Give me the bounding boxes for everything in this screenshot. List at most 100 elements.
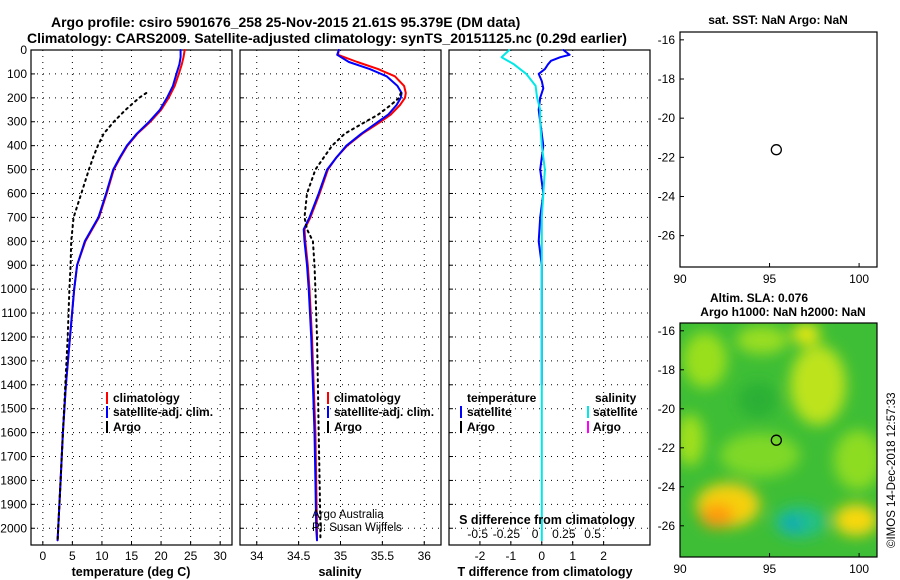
salinity-difference-tick-label: 0 bbox=[532, 527, 539, 541]
temperature-xlabel: temperature (deg C) bbox=[72, 565, 191, 579]
title-line-1: Argo profile: csiro 5901676_258 25-Nov-2… bbox=[51, 14, 520, 30]
difference-tick-label: -1 bbox=[506, 549, 517, 563]
difference-tick-label: 1 bbox=[569, 549, 576, 563]
salinity-difference-tick-label: 0.5 bbox=[584, 527, 601, 541]
note-pi: PI: Susan Wijffels bbox=[312, 522, 402, 534]
salinity-difference-tick-label: -0.5 bbox=[467, 527, 488, 541]
longitude-tick-label: 90 bbox=[673, 562, 687, 576]
depth-tick-label: 1500 bbox=[0, 402, 27, 416]
latitude-tick-label: -26 bbox=[658, 519, 676, 533]
depth-tick-label: 500 bbox=[7, 163, 27, 177]
legend-label-s-satellite: satellite bbox=[593, 405, 638, 419]
salinity-xlabel: salinity bbox=[318, 565, 361, 579]
depth-tick-label: 1200 bbox=[0, 330, 27, 344]
legend-label-argo: Argo bbox=[113, 420, 141, 434]
note-argo-australia: Argo Australia bbox=[312, 509, 384, 521]
salinity-legend: climatology satellite-adj. clim. Argo bbox=[327, 391, 434, 434]
legend-label-t-satellite: satellite bbox=[467, 405, 512, 419]
legend-label-climatology: climatology bbox=[334, 391, 401, 405]
difference-panel bbox=[448, 49, 651, 546]
sla-map-title: Altim. SLA: 0.076 bbox=[710, 291, 808, 305]
series-line-argo bbox=[303, 92, 402, 542]
difference-tick-label: 2 bbox=[600, 549, 607, 563]
difference-xlabel: T difference from climatology bbox=[457, 565, 632, 579]
latitude-tick-label: -24 bbox=[658, 190, 676, 204]
argo-position-marker bbox=[770, 434, 782, 446]
temperature-tick-label: 5 bbox=[69, 549, 76, 563]
depth-tick-label: 300 bbox=[7, 115, 27, 129]
depth-tick-label: 1100 bbox=[1, 306, 27, 320]
depth-tick-label: 700 bbox=[7, 210, 27, 224]
depth-tick-label: 1300 bbox=[0, 354, 27, 368]
latitude-tick-label: -16 bbox=[658, 33, 676, 47]
sla-map bbox=[679, 322, 878, 558]
salinity-difference-tick-label: -0.25 bbox=[493, 527, 521, 541]
latitude-tick-label: -26 bbox=[658, 229, 676, 243]
series-line-climatology bbox=[303, 49, 407, 542]
legend-label-climatology: climatology bbox=[113, 391, 180, 405]
legend-header-temperature: temperature bbox=[467, 391, 537, 405]
temperature-tick-label: 20 bbox=[154, 549, 168, 563]
series-line-climatology bbox=[56, 49, 186, 542]
salinity-tick-label: 35.5 bbox=[371, 549, 395, 563]
series-line-argo bbox=[56, 92, 148, 542]
depth-tick-label: 1000 bbox=[0, 282, 27, 296]
depth-tick-label: 200 bbox=[7, 91, 27, 105]
sst-map-title: sat. SST: NaN Argo: NaN bbox=[708, 13, 848, 27]
latitude-tick-label: -20 bbox=[658, 111, 676, 125]
legend-label-satellite: satellite-adj. clim. bbox=[113, 405, 213, 419]
temperature-tick-label: 25 bbox=[184, 549, 198, 563]
depth-tick-label: 2000 bbox=[0, 521, 27, 535]
salinity-tick-label: 34.5 bbox=[287, 549, 311, 563]
difference-tick-label: -2 bbox=[475, 549, 486, 563]
depth-tick-label: 0 bbox=[20, 43, 27, 57]
depth-tick-label: 800 bbox=[7, 234, 27, 248]
longitude-tick-label: 100 bbox=[849, 562, 869, 576]
latitude-tick-label: -22 bbox=[658, 150, 676, 164]
latitude-tick-label: -24 bbox=[658, 480, 676, 494]
title-line-2: Climatology: CARS2009. Satellite-adjuste… bbox=[27, 30, 627, 46]
legend-label-satellite: satellite-adj. clim. bbox=[334, 405, 434, 419]
temperature-tick-label: 30 bbox=[213, 549, 227, 563]
longitude-tick-label: 100 bbox=[849, 272, 869, 286]
longitude-tick-label: 95 bbox=[763, 272, 777, 286]
legend-label-argo: Argo bbox=[334, 420, 362, 434]
depth-tick-label: 1900 bbox=[0, 497, 27, 511]
difference-xlabel-salinity: S difference from climatology bbox=[459, 513, 635, 527]
depth-tick-label: 1600 bbox=[0, 426, 27, 440]
depth-tick-label: 1400 bbox=[0, 378, 27, 392]
temperature-tick-label: 0 bbox=[39, 549, 46, 563]
imos-credit: ©IMOS 14-Dec-2018 12:57:33 bbox=[886, 392, 898, 548]
series-line-t-satellite bbox=[537, 49, 571, 386]
legend-label-t-argo: Argo bbox=[467, 420, 495, 434]
sla-map-subtitle: Argo h1000: NaN h2000: NaN bbox=[700, 305, 865, 319]
latitude-tick-label: -18 bbox=[658, 72, 676, 86]
series-line-s-satellite bbox=[500, 49, 546, 542]
latitude-tick-label: -16 bbox=[658, 324, 676, 338]
salinity-tick-label: 34 bbox=[250, 549, 264, 563]
argo-position-marker bbox=[770, 144, 782, 156]
longitude-tick-label: 90 bbox=[673, 272, 687, 286]
temperature-legend: climatology satellite-adj. clim. Argo bbox=[106, 391, 213, 434]
depth-tick-label: 400 bbox=[7, 139, 27, 153]
depth-tick-label: 1800 bbox=[0, 473, 27, 487]
latitude-tick-label: -20 bbox=[658, 402, 676, 416]
series-line-satellite-adj-clim- bbox=[56, 49, 182, 542]
longitude-tick-label: 95 bbox=[763, 562, 777, 576]
legend-label-s-argo: Argo bbox=[593, 420, 621, 434]
salinity-tick-label: 36 bbox=[418, 549, 432, 563]
salinity-difference-tick-label: 0.25 bbox=[552, 527, 576, 541]
temperature-tick-label: 15 bbox=[125, 549, 139, 563]
salinity-tick-label: 35 bbox=[334, 549, 348, 563]
series-line-satellite-adj-clim- bbox=[302, 49, 403, 542]
latitude-tick-label: -18 bbox=[658, 363, 676, 377]
depth-tick-label: 600 bbox=[7, 186, 27, 200]
temperature-tick-label: 10 bbox=[95, 549, 109, 563]
latitude-tick-label: -22 bbox=[658, 441, 676, 455]
sst-map bbox=[679, 31, 878, 268]
depth-tick-label: 900 bbox=[7, 258, 27, 272]
legend-header-salinity: salinity bbox=[595, 391, 637, 405]
difference-tick-label: 0 bbox=[538, 549, 545, 563]
depth-tick-label: 1700 bbox=[0, 450, 27, 464]
